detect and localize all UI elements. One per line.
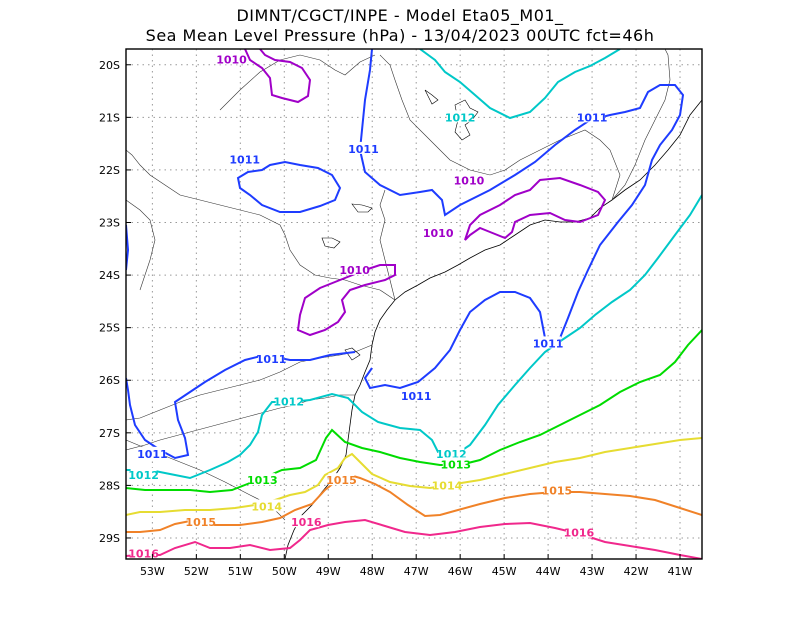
isobar-1014 — [126, 437, 702, 516]
isobar-label: 1016 — [291, 516, 322, 529]
lat-tick-label: 27S — [99, 427, 120, 440]
isobar-label: 1012 — [128, 469, 159, 482]
isobar-1011 — [126, 351, 356, 460]
lon-tick-label: 50W — [272, 565, 297, 578]
state-borders — [126, 49, 671, 521]
lat-tick-label: 24S — [99, 269, 120, 282]
isobar-label: 1015 — [542, 485, 573, 498]
lon-tick-label: 45W — [492, 565, 517, 578]
isobar-label-bg — [341, 262, 368, 275]
map-title: DIMNT/CGCT/INPE - Model Eta05_M01_ — [236, 6, 564, 25]
isobar-label-bg — [455, 173, 482, 186]
lat-tick-label: 26S — [99, 374, 120, 387]
isobar-label-bg — [187, 515, 214, 528]
isobar-1012 — [419, 49, 621, 120]
lat-tick-label: 21S — [99, 111, 120, 124]
isobar-label: 1016 — [564, 527, 595, 540]
isobar-label-bg — [328, 473, 355, 486]
isobar-label-bg — [275, 394, 302, 407]
coastline — [284, 99, 702, 559]
lon-tick-label: 52W — [184, 565, 209, 578]
isobar-1010 — [464, 176, 607, 241]
isobar-label-bg — [350, 141, 377, 154]
lat-tick-label: 23S — [99, 217, 120, 230]
isobar-label: 1011 — [256, 353, 287, 366]
grid-lines — [126, 49, 702, 559]
isobar-labels: 1010 1010 1010 1010 1011 1011 1011 1011 1011 1011… — [128, 52, 608, 561]
isobar-label-bg — [403, 389, 430, 402]
plot-frame — [125, 48, 703, 560]
lat-tick-label: 22S — [99, 164, 120, 177]
isobar-label: 1014 — [251, 500, 282, 513]
lon-tick-label: 46W — [448, 565, 473, 578]
isobar-label: 1013 — [247, 474, 278, 487]
lon-tick-label: 44W — [536, 565, 561, 578]
map-geography — [126, 49, 702, 559]
isobar-1011 — [363, 291, 546, 390]
isobar-1010 — [244, 49, 312, 104]
lat-tick-label: 20S — [99, 59, 120, 72]
isobar-label-bg — [535, 336, 562, 349]
lat-tick-label: 25S — [99, 322, 120, 335]
isobar-lines — [126, 49, 702, 559]
isobar-label-bg — [565, 525, 592, 538]
isobar-1015 — [126, 473, 702, 533]
isobar-label: 1011 — [533, 337, 564, 350]
lon-tick-label: 48W — [360, 565, 385, 578]
isobar-label: 1010 — [339, 264, 370, 277]
isobar-label: 1011 — [137, 448, 168, 461]
isobar-label-bg — [293, 515, 320, 528]
lon-tick-label: 53W — [140, 565, 165, 578]
isobar-label: 1011 — [229, 153, 260, 166]
isobar-label-bg — [433, 478, 460, 491]
isobar-label-bg — [231, 152, 258, 165]
isobar-label-bg — [249, 473, 276, 486]
lon-tick-label: 49W — [316, 565, 341, 578]
isobar-1013 — [126, 329, 702, 494]
isobar-label: 1014 — [432, 479, 463, 492]
axis-ticks: 53W 52W 51W 50W 49W 48W 47W 46W 45W 44W 43W 42W 41W 2… — [99, 59, 693, 578]
isobar-label: 1011 — [401, 390, 432, 403]
coast-details — [321, 89, 479, 361]
isobar-label: 1011 — [577, 111, 608, 124]
isobar-label-bg — [543, 483, 570, 496]
isobar-label-bg — [218, 52, 245, 65]
lon-tick-label: 51W — [228, 565, 253, 578]
isobar-label: 1013 — [440, 458, 471, 471]
isobar-label-bg — [438, 446, 465, 459]
isobar-label-bg — [442, 457, 469, 470]
isobar-label: 1012 — [445, 111, 476, 124]
isobar-label: 1010 — [216, 54, 247, 67]
isobar-1011 — [236, 160, 342, 213]
isobar-label-bg — [447, 110, 474, 123]
isobar-label-bg — [258, 352, 285, 365]
isobar-1010 — [296, 264, 396, 337]
isobar-label-bg — [139, 446, 166, 459]
isobar-label-bg — [130, 546, 157, 559]
isobar-label-bg — [130, 467, 157, 480]
isobar-label-bg — [425, 226, 452, 239]
isobar-label: 1010 — [454, 174, 485, 187]
isobar-label: 1016 — [128, 548, 159, 561]
isobar-label: 1012 — [273, 395, 304, 408]
isobar-label: 1015 — [326, 474, 357, 487]
lat-tick-label: 28S — [99, 479, 120, 492]
isobar-label-bg — [579, 110, 606, 123]
lon-tick-label: 41W — [668, 565, 693, 578]
isobar-label-bg — [253, 499, 280, 512]
isobar-label: 1010 — [423, 227, 454, 240]
map-subtitle: Sea Mean Level Pressure (hPa) - 13/04/20… — [145, 26, 655, 45]
isobar-1012 — [126, 194, 702, 480]
lon-tick-label: 42W — [624, 565, 649, 578]
lon-tick-label: 47W — [404, 565, 429, 578]
isobar-label: 1015 — [185, 516, 216, 529]
lon-tick-label: 43W — [580, 565, 605, 578]
lat-tick-label: 29S — [99, 532, 120, 545]
isobar-label: 1011 — [348, 143, 379, 156]
